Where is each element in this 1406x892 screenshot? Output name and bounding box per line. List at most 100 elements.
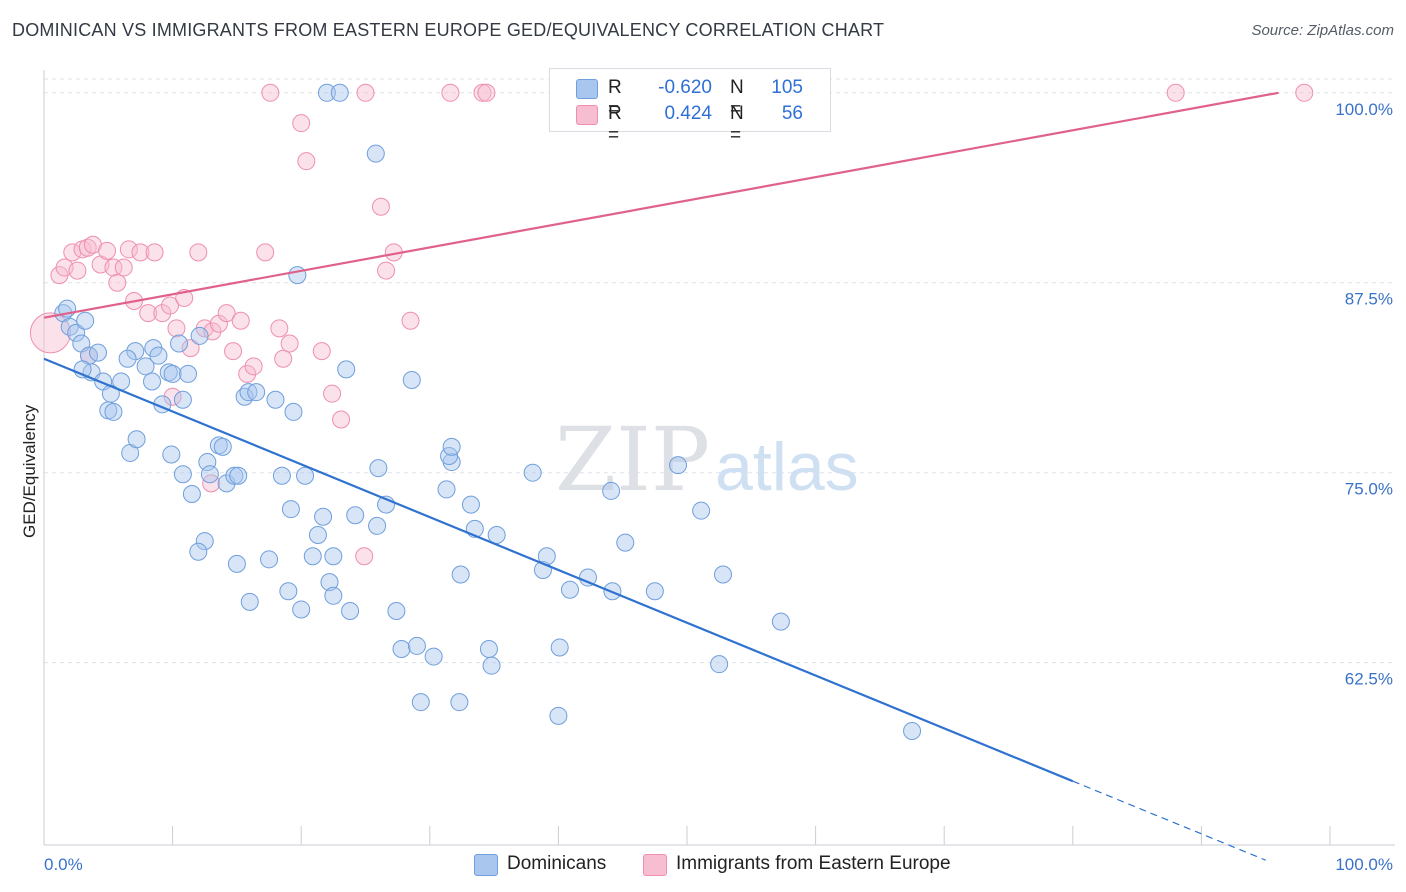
chart-title: DOMINICAN VS IMMIGRANTS FROM EASTERN EUR… (12, 20, 885, 40)
dominicans-point (369, 459, 388, 478)
dominicans-point (163, 364, 182, 383)
dominicans-point (346, 506, 365, 525)
eastern-europe-point (256, 243, 275, 262)
x-tick-label-max: 100.0% (1335, 855, 1393, 874)
y-tick-label: 87.5% (1345, 290, 1393, 309)
dominicans-point (337, 360, 356, 379)
dominicans-point (260, 550, 279, 569)
dominicans-point (424, 647, 443, 666)
eastern-europe-point (139, 304, 158, 323)
eastern-europe-point (163, 387, 182, 406)
eastern-europe-point (78, 238, 97, 257)
dominicans-point (402, 371, 421, 389)
dominicans-point (229, 466, 248, 485)
eastern-europe-point (441, 83, 460, 102)
dominicans-point (266, 390, 285, 409)
dominicans-point (149, 346, 168, 365)
eastern-europe-point (217, 304, 236, 323)
dominicans-point (560, 580, 579, 599)
n-label: N = (730, 77, 744, 120)
dominicans-point (240, 592, 259, 611)
dominicans-point (279, 582, 298, 601)
stats-box: R = -0.620 N = 105 R = 0.424 N = 56 (549, 68, 831, 146)
watermark-zip: ZIP (555, 408, 710, 511)
dominicans-point (288, 266, 307, 285)
dominicans-point (247, 383, 266, 402)
dominicans-point (227, 554, 246, 573)
eastern-europe-point (202, 474, 221, 493)
dominicans-trend-line (43, 357, 1074, 783)
dominicans-point (213, 437, 232, 456)
dominicans-point (645, 582, 664, 601)
dominicans-point (387, 601, 406, 620)
source-credit: Source: ZipAtlas.com (1251, 22, 1394, 39)
dominicans-point (549, 706, 568, 725)
dominicans-point (341, 601, 360, 620)
dominicans-point (314, 507, 333, 526)
y-tick-label: 75.0% (1345, 480, 1393, 499)
dominicans-point (710, 655, 729, 674)
dominicans-point (303, 547, 322, 566)
eastern-europe-point (153, 304, 172, 323)
eastern-europe-points (29, 83, 1314, 566)
eastern-europe-point (473, 83, 492, 102)
n-label: N = (730, 103, 744, 146)
eastern-europe-point (119, 240, 138, 259)
eastern-europe-point (238, 364, 257, 383)
dominicans-trend-extension (1072, 780, 1266, 861)
eastern-europe-point (477, 83, 496, 102)
dominicans-point (179, 364, 198, 383)
dominicans-points (54, 83, 922, 741)
eastern-europe-point (181, 339, 200, 358)
r-label: R = (608, 103, 622, 146)
axes (43, 70, 1395, 846)
dominicans-point (89, 343, 108, 362)
y-tick-label: 100.0% (1335, 100, 1393, 119)
dominicans-point (320, 573, 339, 592)
eastern-europe-point (209, 314, 228, 333)
dominicans-point (284, 402, 303, 421)
dominicans-point (173, 390, 192, 409)
dominicans-point (162, 445, 181, 464)
eastern-europe-point (356, 83, 375, 102)
dominicans-point (482, 656, 501, 675)
dominicans-point (450, 693, 469, 712)
dominicans-point (330, 83, 349, 102)
dominicans-point (714, 565, 733, 584)
dominicans-point (190, 326, 209, 345)
eastern-europe-point (332, 410, 351, 429)
dominicans-point (281, 500, 300, 519)
watermark-atlas: atlas (715, 429, 859, 505)
eastern-europe-point (98, 241, 117, 260)
watermark: ZIP atlas (555, 408, 859, 511)
eastern-europe-trend-line (43, 91, 1279, 319)
chart-legend: Dominicans Immigrants from Eastern Europ… (0, 850, 1406, 880)
eastern-europe-point (270, 319, 289, 338)
x-tick-label-min: 0.0% (44, 855, 83, 874)
eastern-europe-point (108, 273, 127, 292)
stats-swatch-blue (576, 79, 598, 99)
eastern-europe-point (189, 243, 208, 262)
dominicans-point (461, 495, 480, 514)
eastern-europe-point (401, 311, 420, 330)
eastern-europe-point (231, 311, 250, 330)
r-label: R = (608, 77, 622, 120)
eastern-europe-point (161, 296, 180, 315)
eastern-europe-point (131, 243, 150, 262)
eastern-europe-point (224, 342, 243, 361)
eastern-europe-point (371, 197, 390, 216)
dominicans-point (317, 83, 336, 102)
r-value: 0.424 (664, 103, 712, 124)
dominicans-point (771, 612, 790, 631)
dominicans-point (407, 636, 426, 655)
legend-swatch-blue (474, 854, 498, 876)
dominicans-point (437, 480, 456, 499)
dominicans-point (451, 565, 470, 584)
y-axis-label: GED/Equivalency (20, 404, 39, 538)
dominicans-point (368, 516, 387, 535)
eastern-europe-point (377, 261, 396, 280)
dominicans-point (392, 639, 411, 658)
dominicans-point (692, 501, 711, 520)
dominicans-point (127, 430, 146, 449)
eastern-europe-point (312, 342, 331, 361)
